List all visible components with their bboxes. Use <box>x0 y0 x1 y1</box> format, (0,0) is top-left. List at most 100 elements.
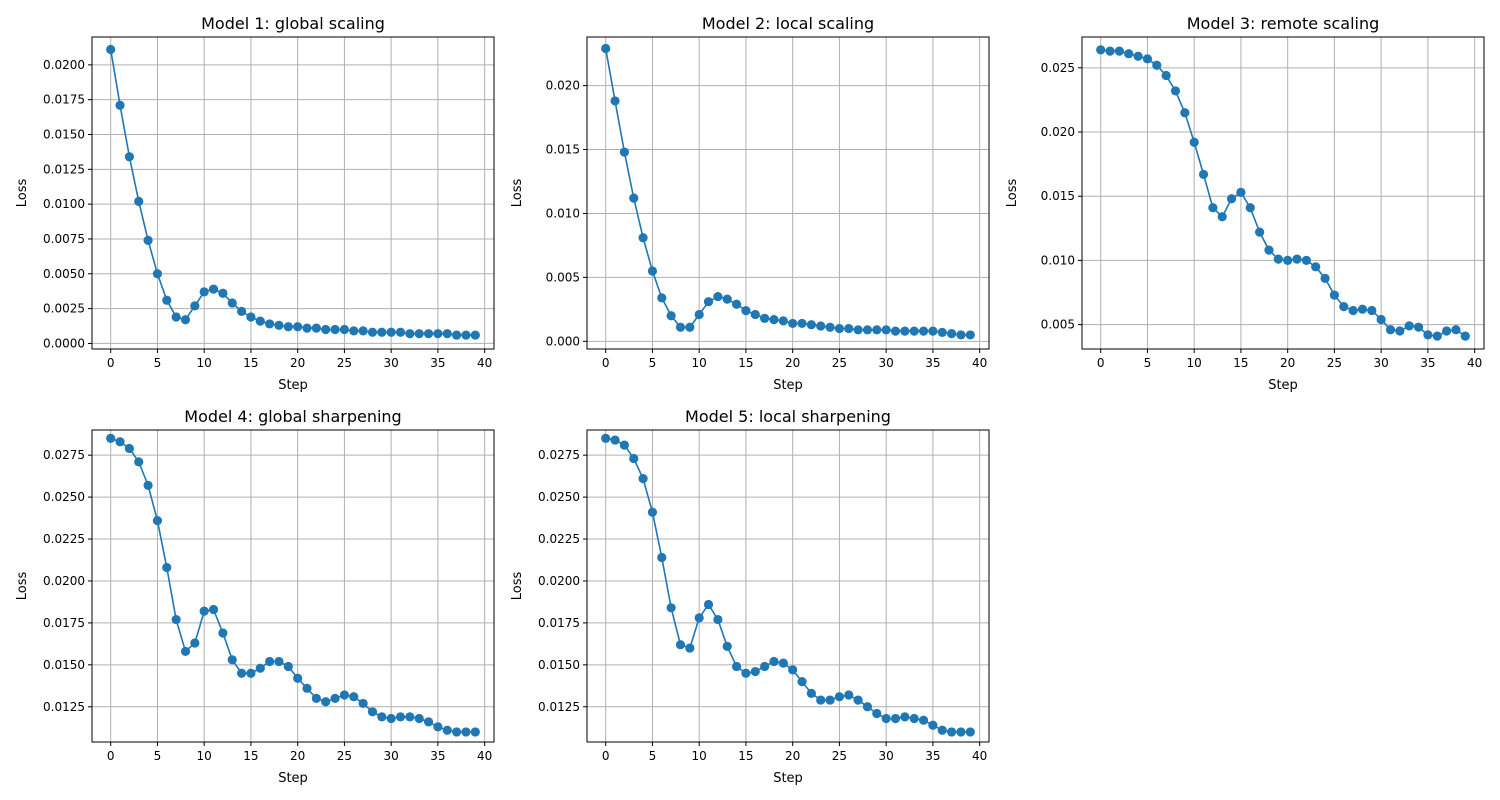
data-point <box>1180 108 1190 118</box>
x-tick-label: 30 <box>879 749 894 763</box>
data-point <box>386 713 396 724</box>
x-tick-label: 15 <box>738 356 753 370</box>
data-point <box>1339 302 1349 312</box>
data-point <box>900 712 910 722</box>
data-point <box>657 552 667 563</box>
subplot-title: Model 3: remote scaling <box>1187 14 1380 33</box>
data-point <box>124 152 134 162</box>
data-point <box>731 661 742 672</box>
y-tick-label: 0.0025 <box>43 302 85 316</box>
data-point <box>769 656 779 667</box>
data-point <box>1301 255 1311 266</box>
data-point <box>1451 325 1461 335</box>
data-point <box>619 147 629 157</box>
data-point <box>619 440 629 450</box>
data-point <box>703 599 714 610</box>
data-point <box>255 316 265 326</box>
data-point <box>675 640 686 650</box>
data-point <box>825 695 835 705</box>
data-point <box>947 329 957 339</box>
y-tick-label: 0.0225 <box>538 532 580 546</box>
y-tick-label: 0.0175 <box>43 93 85 107</box>
subplot-5: 0 5 10 15 20 25 30 35 40 0.0125 0.0150 0.0175 0.0200… <box>510 407 990 786</box>
data-point <box>152 515 163 526</box>
x-tick-label: 35 <box>925 749 940 763</box>
data-point <box>610 435 620 445</box>
data-point <box>1114 46 1124 56</box>
data-point <box>190 638 200 648</box>
data-point <box>1264 245 1274 255</box>
y-tick-label: 0.0150 <box>43 128 85 142</box>
subplot-4: 0 5 10 15 20 25 30 35 40 0.0125 0.0150 0.0175 0.0200… <box>15 407 495 786</box>
x-axis-label: Step <box>773 771 803 786</box>
data-point <box>293 673 303 683</box>
data-point <box>433 722 443 732</box>
x-tick-label: 35 <box>1420 356 1435 370</box>
x-axis-label: Step <box>278 378 308 393</box>
data-point <box>265 319 275 329</box>
y-tick-label: 0.020 <box>546 79 580 93</box>
x-tick-label: 15 <box>738 749 753 763</box>
data-point <box>405 712 415 722</box>
data-point <box>377 712 387 722</box>
data-point <box>236 668 247 678</box>
data-point <box>218 628 228 638</box>
subplot-1: 0 5 10 15 20 25 30 35 40 0.0000 0.0025 0.0050 0.0075… <box>15 14 495 393</box>
data-point <box>1395 326 1405 336</box>
x-tick-label: 20 <box>290 749 305 763</box>
data-point <box>311 693 321 703</box>
x-tick-label: 15 <box>1233 356 1248 370</box>
data-point <box>311 323 321 333</box>
data-point <box>423 717 434 727</box>
x-tick-label: 35 <box>430 356 445 370</box>
data-point <box>956 330 966 340</box>
x-tick-label: 0 <box>602 356 610 370</box>
data-point <box>685 643 695 653</box>
data-point <box>918 326 929 336</box>
data-point <box>461 330 471 340</box>
data-point <box>171 312 181 322</box>
data-point <box>769 314 779 325</box>
y-tick-label: 0.0225 <box>43 532 85 546</box>
data-point <box>115 100 125 110</box>
axes-frame <box>91 36 495 350</box>
y-tick-label: 0.0200 <box>538 574 580 588</box>
data-point <box>890 326 901 336</box>
data-point <box>731 299 742 309</box>
y-tick-label: 0.0100 <box>43 197 85 211</box>
x-tick-label: 15 <box>243 356 258 370</box>
data-point <box>629 193 639 203</box>
y-tick-label: 0.0075 <box>43 232 85 246</box>
data-point <box>872 325 882 335</box>
x-tick-label: 5 <box>154 356 162 370</box>
data-point <box>199 606 209 616</box>
y-tick-label: 0.010 <box>546 206 580 220</box>
y-tick-label: 0.020 <box>1041 125 1075 139</box>
x-tick-label: 25 <box>337 749 352 763</box>
data-point <box>1367 305 1377 316</box>
data-point <box>685 322 695 332</box>
data-point <box>881 713 891 724</box>
data-point <box>788 665 798 675</box>
data-point <box>713 291 723 302</box>
data-point <box>1292 254 1302 264</box>
data-point <box>218 288 228 298</box>
x-tick-label: 20 <box>1280 356 1295 370</box>
x-axis-label: Step <box>278 771 308 786</box>
data-point <box>349 326 359 336</box>
data-point <box>470 330 480 340</box>
data-point <box>937 725 947 735</box>
data-point <box>797 318 807 329</box>
y-tick-label: 0.0175 <box>538 616 580 630</box>
x-tick-label: 5 <box>649 749 657 763</box>
data-point <box>797 677 807 687</box>
data-point <box>778 316 788 326</box>
y-tick-label: 0.0000 <box>43 336 85 350</box>
data-point <box>302 683 312 693</box>
data-point <box>134 196 144 206</box>
data-point <box>862 325 873 335</box>
x-tick-label: 35 <box>430 749 445 763</box>
data-point <box>713 614 723 625</box>
data-point <box>1423 330 1433 340</box>
data-point <box>330 693 340 703</box>
